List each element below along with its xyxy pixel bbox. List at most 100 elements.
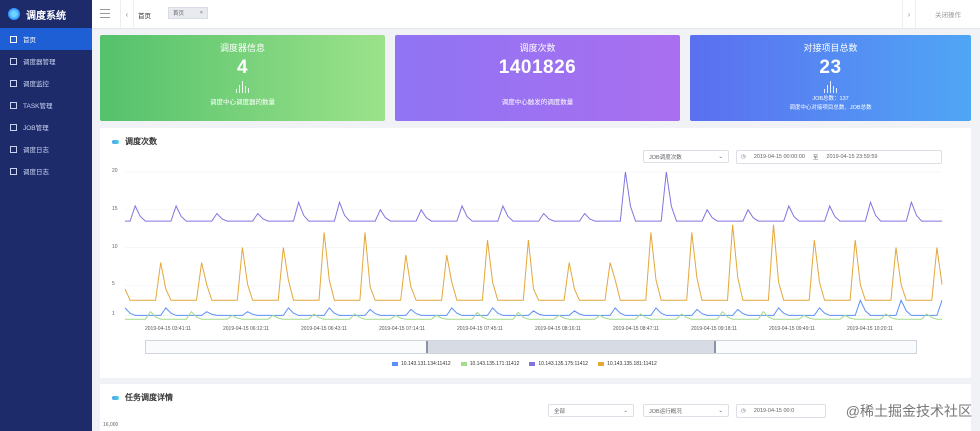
mini-bars-icon [690,81,971,93]
card-title: 对接项目总数 [803,43,858,53]
sidebar-item-label: 调度监控 [23,81,49,88]
clock-icon: ◷ [741,408,746,414]
logo-icon [8,8,20,20]
x-tick-label: 2019-04-15 08:47:11 [613,326,660,332]
legend-swatch [460,362,467,366]
sidebar-item-label: JOB管理 [23,125,49,132]
series-line [125,310,942,320]
chevron-down-icon: ⌄ [718,153,723,160]
card-title: 调度器信息 [219,43,265,53]
job-type-select[interactable]: JOB调度次数 ⌄ [643,150,729,163]
close-operations-button[interactable]: 关闭操作 [915,0,980,28]
sidebar-item-label: TASK管理 [23,103,53,110]
legend-label: 10.143.135.171:11412 [469,361,520,367]
legend-item[interactable]: 10.143.135.175:11412 [529,361,588,367]
x-tick-label: 2019-04-15 07:14:11 [379,326,426,332]
date-start[interactable]: 2019-04-15 00:00:00 [753,154,805,160]
x-tick-label: 2019-04-15 09:49:11 [769,326,816,332]
legend-item[interactable]: 10.143.135.181:11412 [598,361,657,367]
legend-label: 10.143.135.175:11412 [538,361,589,367]
hamburger-icon[interactable] [100,9,110,21]
x-tick-label: 2019-04-15 09:18:11 [691,326,738,332]
schedule-chart-panel: 调度次数 JOB调度次数 ⌄ ◷ 2019-04-15 00:00:00 至 20… [100,128,971,378]
x-tick-label: 2019-04-15 07:45:11 [457,326,504,332]
sidebar-item-label: 调度日志 [23,147,49,154]
y-tick-label: 16,000 [103,422,119,428]
sidebar-item[interactable]: 调度日志 [0,160,92,182]
sidebar-item[interactable]: 首页 [0,28,92,50]
legend-swatch [529,362,536,366]
breadcrumb[interactable]: 首页 [138,13,151,20]
date-range-picker[interactable]: ◷ 2019-04-15 00:00:00 至 2019-04-15 23:59… [736,150,942,164]
log-icon [10,145,17,153]
user-icon [10,57,17,65]
zoom-slider[interactable] [145,340,917,354]
x-tick-label: 2019-04-15 06:12:11 [223,326,270,332]
sidebar-item[interactable]: TASK管理 [0,94,92,116]
card-value: 23 [819,57,842,78]
chevron-right-icon[interactable]: › [902,0,916,28]
sidebar-item-label: 调度器管理 [23,59,56,66]
chevron-down-icon: ⌄ [623,407,628,414]
title-dot-icon [112,395,119,400]
date-separator: 至 [812,155,819,161]
series-line [124,298,943,316]
card-desc: 调度中心触发的调度数量 [501,99,574,106]
card-value: 4 [236,57,249,78]
series-line [124,224,943,301]
chevron-left-icon[interactable]: ‹ [120,0,134,28]
card-desc: 调度中心调度器的数量 [210,99,275,106]
y-tick-label: 20 [112,168,118,174]
sidebar-item-label: 调度日志 [23,169,49,176]
chevron-down-icon: ⌄ [718,407,723,414]
task-detail-panel: 任务调度详情 全部 ⌄ JOB运行概况 ⌄ ◷ 2019-04-15 00:0 16… [100,384,971,431]
top-bar: ‹ 首页 首页 × › 关闭操作 [92,0,980,29]
job-status-select[interactable]: JOB运行概况 ⌄ [643,404,729,417]
y-tick-label: 5 [112,281,115,288]
card-scheduler-info: 调度器信息 4 调度中心调度器的数量 [100,35,385,121]
list-icon [10,123,17,131]
x-tick-label: 2019-04-15 10:20:11 [847,326,894,332]
card-project-total: 对接项目总数 23 JOB总数：137 调度中心对接项目总数、JOB总数 [690,35,971,121]
x-tick-label: 2019-04-15 06:43:11 [301,326,348,332]
legend-label: 10.143.135.181:11412 [607,361,657,367]
app-title: 调度系统 [26,10,66,22]
tab-close-icon[interactable]: × [199,10,203,16]
chart-legend: 10.143.131.134:11412 10.143.135.171:11412… [392,361,657,367]
monitor-icon [10,79,17,87]
card-schedule-count: 调度次数 1401826 调度中心触发的调度数量 [395,35,680,121]
card-title: 调度次数 [519,43,556,53]
series-line [125,171,942,222]
title-dot-icon [112,139,119,144]
log-icon [10,167,17,175]
date-end[interactable]: 2019-04-15 23:59:59 [826,154,878,160]
tab-home[interactable]: 首页 × [168,7,208,19]
mini-bars-icon [100,81,385,93]
y-tick-label: 15 [112,205,118,212]
clock-icon: ◷ [741,154,746,160]
home-icon [10,35,17,43]
tab-label: 首页 [173,11,185,17]
x-tick-label: 2019-04-15 08:16:11 [535,326,582,332]
legend-swatch [392,362,398,366]
card-desc-2: 调度中心对接项目总数、JOB总数 [789,105,872,111]
sidebar-item[interactable]: JOB管理 [0,116,92,138]
legend-item[interactable]: 10.143.135.171:11412 [460,361,520,367]
gear-icon [10,101,17,109]
legend-swatch [598,362,605,366]
y-tick-label: 1 [112,311,115,318]
watermark: @稀土掘金技术社区 [845,403,972,419]
zoom-window[interactable] [426,341,716,353]
x-tick-label: 2019-04-15 03:41:11 [145,326,192,332]
card-desc: JOB总数：137 [812,96,849,102]
legend-item[interactable]: 10.143.131.134:11412 [392,361,451,367]
sidebar-item[interactable]: 调度日志 [0,138,92,160]
sidebar-item[interactable]: 调度器管理 [0,50,92,72]
date-start[interactable]: 2019-04-15 00:0 [753,408,795,414]
task-date-picker[interactable]: ◷ 2019-04-15 00:0 [736,404,826,418]
sidebar-item[interactable]: 调度监控 [0,72,92,94]
line-chart [124,171,943,320]
panel-title: 调度次数 [112,136,157,147]
card-value: 1401826 [498,57,577,78]
project-select[interactable]: 全部 ⌄ [548,404,634,417]
